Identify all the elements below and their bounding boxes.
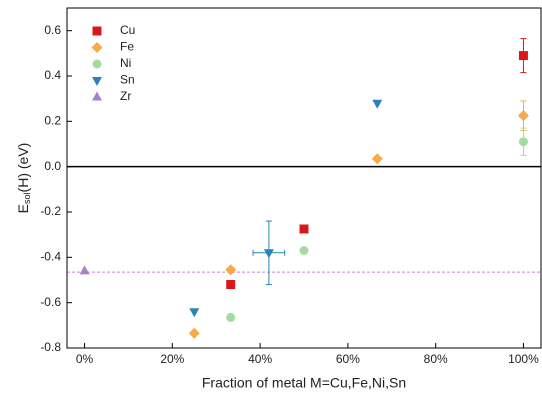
y-label-main: E <box>15 204 31 213</box>
legend-marker <box>92 26 102 36</box>
marker <box>226 312 236 322</box>
y-tick-label: -0.6 <box>40 295 61 309</box>
x-tick-label: 80% <box>424 352 448 366</box>
y-tick-label: -0.4 <box>40 250 61 264</box>
marker <box>518 51 528 61</box>
y-tick-label: 0.0 <box>44 159 61 173</box>
x-tick-label: 0% <box>76 352 94 366</box>
legend-label: Ni <box>120 56 131 70</box>
legend-label: Cu <box>120 23 135 37</box>
marker <box>372 99 383 109</box>
legend-label: Zr <box>120 89 131 103</box>
marker <box>188 327 200 339</box>
legend-marker <box>92 91 102 101</box>
y-label-sub: sol <box>22 192 32 204</box>
plot-frame <box>66 7 542 349</box>
marker <box>225 264 237 276</box>
marker <box>226 280 236 290</box>
x-tick-label: 20% <box>160 352 184 366</box>
marker <box>518 137 528 147</box>
y-label-rest: (H) (eV) <box>15 143 31 193</box>
y-tick-label: -0.2 <box>40 204 61 218</box>
marker <box>189 308 200 318</box>
x-axis-label: Fraction of metal M=Cu,Fe,Ni,Sn <box>202 375 406 391</box>
y-axis-label: Esol(H) (eV) <box>15 143 33 214</box>
legend-marker <box>92 59 102 69</box>
legend-label: Sn <box>120 73 135 87</box>
marker <box>299 246 309 256</box>
legend-marker <box>91 42 103 53</box>
x-tick-label: 100% <box>508 352 539 366</box>
x-tick-label: 60% <box>336 352 360 366</box>
marker <box>299 224 309 234</box>
y-tick-label: 0.6 <box>44 23 61 37</box>
marker <box>371 153 383 165</box>
marker <box>263 249 274 259</box>
x-tick-label: 40% <box>248 352 272 366</box>
legend-label: Fe <box>120 40 134 54</box>
y-tick-label: -0.8 <box>40 340 61 354</box>
y-tick-label: 0.2 <box>44 114 61 128</box>
legend-marker <box>92 77 102 86</box>
marker <box>79 265 90 275</box>
marker <box>517 110 529 122</box>
y-tick-label: 0.4 <box>44 68 61 82</box>
